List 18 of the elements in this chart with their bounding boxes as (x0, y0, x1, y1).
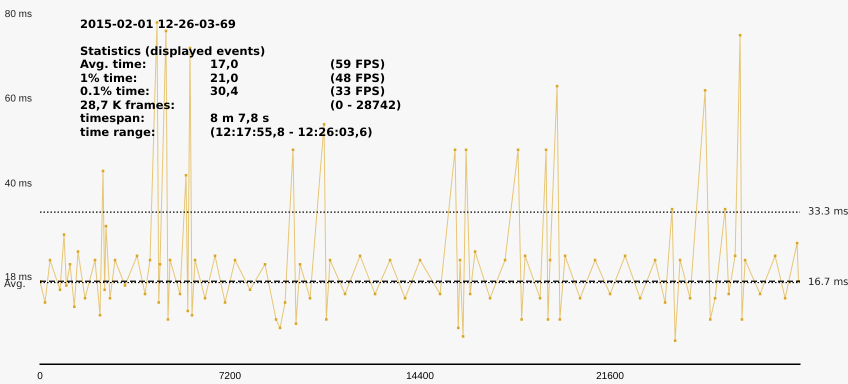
text: Avg. time: 17,0 (59 FPS) (80, 57, 386, 71)
y-tick-label: 60 ms (4, 94, 32, 105)
text: 28,7 K frames: (0 - 28742) (80, 98, 402, 112)
x-tick-label: 21600 (596, 370, 624, 382)
y-tick-label: 40 ms (4, 178, 32, 190)
text: 0.1% time: 30,4 (33 FPS) (80, 84, 386, 98)
y-tick-label: 80 ms (4, 8, 32, 20)
x-tick-label: 0 (37, 370, 44, 382)
text: 1% time: 21,0 (48 FPS) (80, 70, 386, 84)
text: time range: (12:17:55,8 - 12:26:03,6) (80, 124, 372, 138)
x-tick-label: 7200 (218, 370, 242, 382)
x-tick-label: 14400 (406, 370, 434, 382)
text: timespan: 8 m 7,8 s (80, 111, 270, 125)
ref-line-label: 16.7 ms (808, 277, 848, 288)
text: Statistics (displayed events) (80, 44, 266, 58)
ref-line-label: Avg. (4, 278, 26, 290)
chart-title: 2015-02-01 12-26-03-69 (80, 17, 237, 32)
ref-line-label: 33.3 ms (808, 206, 848, 218)
